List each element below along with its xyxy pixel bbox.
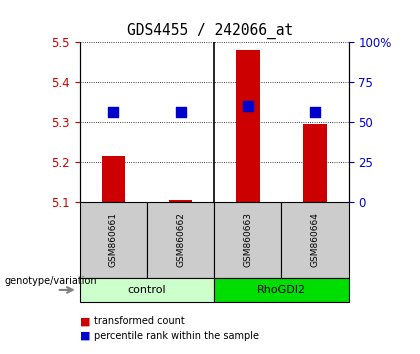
Bar: [102, 156, 125, 202]
Bar: [236, 50, 260, 202]
Point: [177, 109, 184, 115]
Text: ■: ■: [80, 316, 90, 326]
Text: GSM860663: GSM860663: [243, 212, 252, 267]
Text: RhoGDI2: RhoGDI2: [257, 285, 306, 295]
Bar: [303, 124, 327, 202]
Text: ■: ■: [80, 331, 90, 341]
Text: GSM860662: GSM860662: [176, 212, 185, 267]
Text: GSM860661: GSM860661: [109, 212, 118, 267]
Point: [110, 109, 117, 115]
Point: [312, 109, 318, 115]
Text: GDS4455 / 242066_at: GDS4455 / 242066_at: [127, 23, 293, 39]
Text: genotype/variation: genotype/variation: [4, 276, 97, 286]
Text: control: control: [128, 285, 166, 295]
Point: [244, 103, 251, 109]
Bar: [169, 200, 192, 202]
Text: GSM860664: GSM860664: [310, 212, 320, 267]
Text: percentile rank within the sample: percentile rank within the sample: [94, 331, 260, 341]
Text: transformed count: transformed count: [94, 316, 185, 326]
